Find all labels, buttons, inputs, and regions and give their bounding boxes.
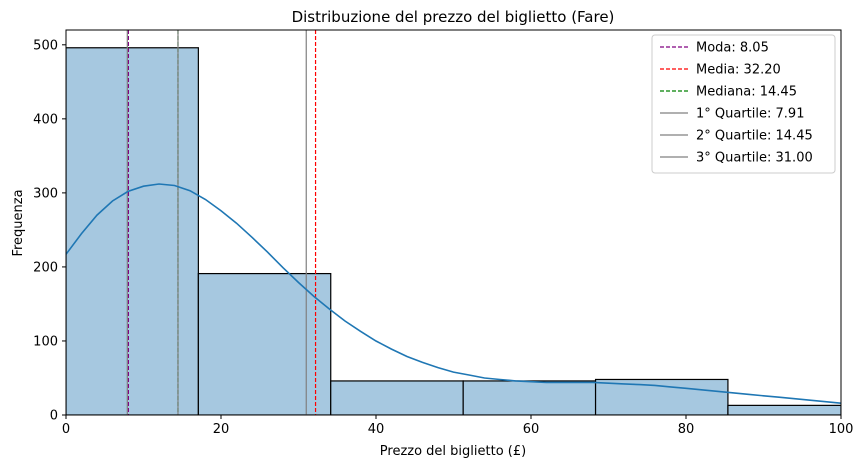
chart-title: Distribuzione del prezzo del biglietto (… (292, 8, 615, 26)
y-tick-label: 200 (33, 260, 58, 275)
legend-label: 1° Quartile: 7.91 (696, 107, 804, 122)
legend-label: 3° Quartile: 31.00 (696, 151, 813, 166)
histogram-bar (594, 378, 729, 415)
y-tick-label: 300 (33, 186, 58, 201)
legend-label: 2° Quartile: 14.45 (696, 129, 813, 144)
x-axis-label: Prezzo del biglietto (£) (380, 444, 526, 459)
legend-label: Moda: 8.05 (696, 41, 769, 56)
x-tick-label: 80 (678, 422, 695, 437)
x-tick-label: 60 (523, 422, 540, 437)
legend-box (651, 34, 836, 174)
histogram-bar (330, 380, 464, 415)
y-tick-label: 0 (50, 409, 58, 424)
x-tick-label: 0 (62, 422, 70, 437)
y-tick-label: 500 (33, 38, 58, 53)
kde-curve (66, 183, 841, 404)
legend-label: Media: 32.20 (696, 63, 781, 78)
x-tick-label: 20 (213, 422, 230, 437)
x-tick-label: 100 (829, 422, 854, 437)
axes-frame (65, 29, 842, 416)
histogram-bar (462, 380, 597, 415)
legend-label: Mediana: 14.45 (696, 85, 797, 100)
y-tick-label: 100 (33, 334, 58, 349)
histogram-bar (197, 272, 332, 415)
y-tick-label: 400 (33, 112, 58, 127)
histogram-bar (727, 404, 841, 415)
legend: Moda: 8.05 Media: 32.20 Mediana: 14.45 1° Q… (651, 34, 836, 174)
y-axis-label: Frequenza (11, 189, 26, 256)
histogram-bar (66, 47, 199, 415)
plot-area (66, 30, 841, 415)
axes: 0 20 40 60 80 100 0 100 200 300 400 500 (33, 29, 854, 437)
x-tick-label: 40 (368, 422, 385, 437)
